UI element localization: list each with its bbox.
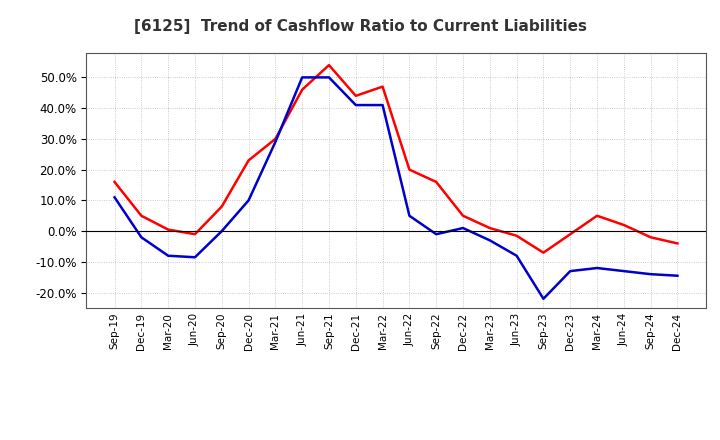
Free CF to Current Liabilities — [110, 194, 119, 200]
Operating CF to Current Liabilities — [244, 158, 253, 163]
Operating CF to Current Liabilities — [566, 231, 575, 237]
Operating CF to Current Liabilities — [619, 222, 628, 227]
Free CF to Current Liabilities — [459, 225, 467, 231]
Operating CF to Current Liabilities — [513, 233, 521, 238]
Free CF to Current Liabilities — [539, 296, 548, 301]
Operating CF to Current Liabilities — [405, 167, 414, 172]
Free CF to Current Liabilities — [378, 103, 387, 108]
Operating CF to Current Liabilities — [351, 93, 360, 99]
Free CF to Current Liabilities — [217, 228, 226, 234]
Operating CF to Current Liabilities — [191, 231, 199, 237]
Free CF to Current Liabilities — [405, 213, 414, 218]
Line: Operating CF to Current Liabilities: Operating CF to Current Liabilities — [114, 65, 678, 253]
Line: Free CF to Current Liabilities: Free CF to Current Liabilities — [114, 77, 678, 299]
Operating CF to Current Liabilities — [298, 87, 307, 92]
Operating CF to Current Liabilities — [459, 213, 467, 218]
Operating CF to Current Liabilities — [164, 227, 173, 232]
Operating CF to Current Liabilities — [217, 204, 226, 209]
Operating CF to Current Liabilities — [378, 84, 387, 89]
Free CF to Current Liabilities — [647, 271, 655, 277]
Operating CF to Current Liabilities — [137, 213, 145, 218]
Free CF to Current Liabilities — [191, 255, 199, 260]
Free CF to Current Liabilities — [325, 75, 333, 80]
Free CF to Current Liabilities — [164, 253, 173, 258]
Free CF to Current Liabilities — [244, 198, 253, 203]
Free CF to Current Liabilities — [513, 253, 521, 258]
Free CF to Current Liabilities — [485, 238, 494, 243]
Operating CF to Current Liabilities — [271, 136, 279, 142]
Free CF to Current Liabilities — [432, 231, 441, 237]
Operating CF to Current Liabilities — [647, 235, 655, 240]
Free CF to Current Liabilities — [593, 265, 601, 271]
Text: [6125]  Trend of Cashflow Ratio to Current Liabilities: [6125] Trend of Cashflow Ratio to Curren… — [133, 19, 587, 34]
Free CF to Current Liabilities — [566, 268, 575, 274]
Free CF to Current Liabilities — [673, 273, 682, 279]
Operating CF to Current Liabilities — [325, 62, 333, 68]
Free CF to Current Liabilities — [619, 268, 628, 274]
Free CF to Current Liabilities — [137, 235, 145, 240]
Free CF to Current Liabilities — [351, 103, 360, 108]
Operating CF to Current Liabilities — [432, 179, 441, 184]
Operating CF to Current Liabilities — [539, 250, 548, 255]
Operating CF to Current Liabilities — [485, 225, 494, 231]
Operating CF to Current Liabilities — [593, 213, 601, 218]
Free CF to Current Liabilities — [271, 139, 279, 145]
Operating CF to Current Liabilities — [673, 241, 682, 246]
Operating CF to Current Liabilities — [110, 179, 119, 184]
Free CF to Current Liabilities — [298, 75, 307, 80]
